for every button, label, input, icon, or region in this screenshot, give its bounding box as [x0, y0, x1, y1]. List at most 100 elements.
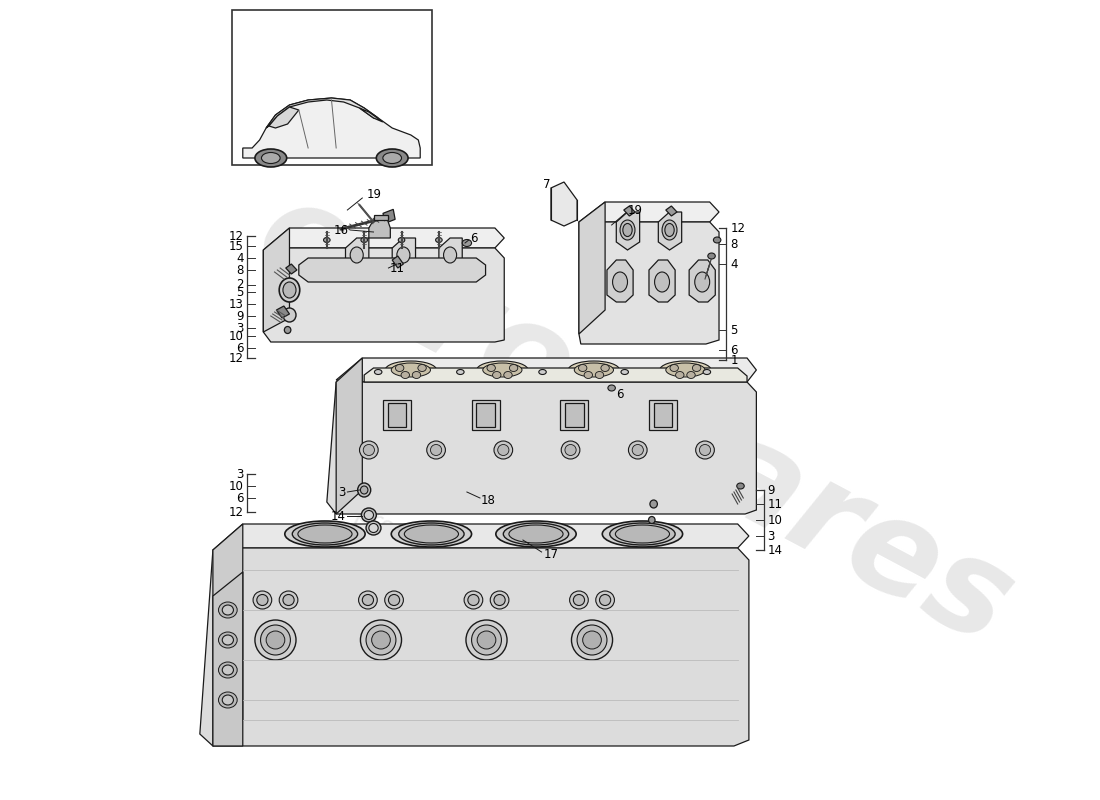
- Ellipse shape: [509, 365, 518, 371]
- Ellipse shape: [692, 365, 701, 371]
- Polygon shape: [213, 524, 243, 746]
- Text: 12: 12: [229, 351, 244, 365]
- Polygon shape: [286, 264, 297, 274]
- Polygon shape: [327, 382, 757, 514]
- Text: 8: 8: [730, 238, 738, 250]
- Text: 11: 11: [768, 498, 782, 510]
- Ellipse shape: [405, 525, 459, 543]
- Ellipse shape: [374, 370, 382, 374]
- Ellipse shape: [283, 594, 294, 606]
- Ellipse shape: [613, 272, 627, 292]
- Ellipse shape: [483, 363, 522, 377]
- Text: 11: 11: [389, 262, 405, 274]
- Text: 1: 1: [730, 354, 738, 366]
- Ellipse shape: [392, 363, 430, 377]
- Polygon shape: [689, 260, 715, 302]
- Ellipse shape: [662, 220, 676, 240]
- Ellipse shape: [670, 365, 679, 371]
- Ellipse shape: [366, 625, 396, 655]
- Polygon shape: [337, 358, 362, 514]
- Ellipse shape: [468, 594, 478, 606]
- Ellipse shape: [283, 282, 296, 298]
- Ellipse shape: [491, 591, 509, 609]
- Ellipse shape: [509, 525, 563, 543]
- Ellipse shape: [504, 523, 569, 545]
- Text: 15: 15: [229, 239, 244, 253]
- Polygon shape: [266, 98, 378, 128]
- Ellipse shape: [388, 594, 399, 606]
- Ellipse shape: [364, 510, 374, 519]
- Ellipse shape: [219, 692, 238, 708]
- Ellipse shape: [255, 149, 287, 167]
- Text: 6: 6: [236, 491, 244, 505]
- Ellipse shape: [323, 238, 330, 242]
- Ellipse shape: [595, 371, 604, 378]
- Ellipse shape: [359, 591, 377, 609]
- Ellipse shape: [628, 441, 647, 459]
- Polygon shape: [345, 238, 368, 268]
- Text: 3: 3: [338, 486, 345, 498]
- Text: 4: 4: [236, 251, 244, 265]
- Ellipse shape: [654, 272, 670, 292]
- Text: 3: 3: [768, 530, 774, 542]
- Polygon shape: [364, 368, 747, 382]
- Ellipse shape: [222, 635, 233, 645]
- Text: 7: 7: [543, 178, 551, 191]
- Ellipse shape: [456, 370, 464, 374]
- Ellipse shape: [398, 238, 405, 242]
- Polygon shape: [624, 206, 635, 216]
- Ellipse shape: [497, 445, 509, 455]
- Ellipse shape: [539, 370, 547, 374]
- Ellipse shape: [219, 602, 238, 618]
- Polygon shape: [393, 256, 404, 268]
- Polygon shape: [616, 212, 639, 250]
- Ellipse shape: [427, 441, 446, 459]
- Text: 6: 6: [616, 387, 624, 401]
- Ellipse shape: [362, 594, 374, 606]
- Ellipse shape: [396, 365, 404, 371]
- Text: 8: 8: [236, 263, 244, 277]
- Ellipse shape: [596, 591, 615, 609]
- Ellipse shape: [477, 631, 496, 649]
- Polygon shape: [560, 400, 588, 430]
- Text: 9: 9: [768, 483, 776, 497]
- Polygon shape: [439, 238, 462, 268]
- Ellipse shape: [737, 483, 745, 489]
- Polygon shape: [368, 220, 390, 238]
- Ellipse shape: [462, 239, 472, 246]
- Ellipse shape: [603, 521, 683, 547]
- Ellipse shape: [623, 223, 632, 237]
- Text: 10: 10: [768, 514, 782, 526]
- Polygon shape: [276, 306, 289, 318]
- Ellipse shape: [565, 445, 576, 455]
- Ellipse shape: [664, 223, 674, 237]
- Ellipse shape: [361, 486, 367, 494]
- Ellipse shape: [385, 361, 437, 379]
- Polygon shape: [383, 400, 411, 430]
- Ellipse shape: [487, 365, 495, 371]
- Polygon shape: [472, 400, 499, 430]
- Ellipse shape: [660, 361, 711, 379]
- Ellipse shape: [350, 247, 363, 263]
- Polygon shape: [565, 403, 584, 427]
- Polygon shape: [383, 210, 395, 223]
- Ellipse shape: [615, 525, 670, 543]
- Ellipse shape: [222, 695, 233, 705]
- Ellipse shape: [695, 441, 714, 459]
- Polygon shape: [263, 248, 504, 342]
- Text: 5: 5: [730, 323, 738, 337]
- Text: 6: 6: [470, 231, 477, 245]
- Polygon shape: [666, 206, 676, 216]
- Text: 14: 14: [768, 543, 782, 557]
- Ellipse shape: [261, 625, 290, 655]
- Ellipse shape: [418, 365, 427, 371]
- Polygon shape: [649, 400, 676, 430]
- Ellipse shape: [695, 272, 710, 292]
- Ellipse shape: [398, 523, 464, 545]
- Ellipse shape: [279, 278, 299, 302]
- Polygon shape: [649, 260, 675, 302]
- Ellipse shape: [579, 365, 587, 371]
- Text: 13: 13: [229, 298, 244, 310]
- Text: 6: 6: [236, 342, 244, 354]
- Polygon shape: [243, 98, 420, 158]
